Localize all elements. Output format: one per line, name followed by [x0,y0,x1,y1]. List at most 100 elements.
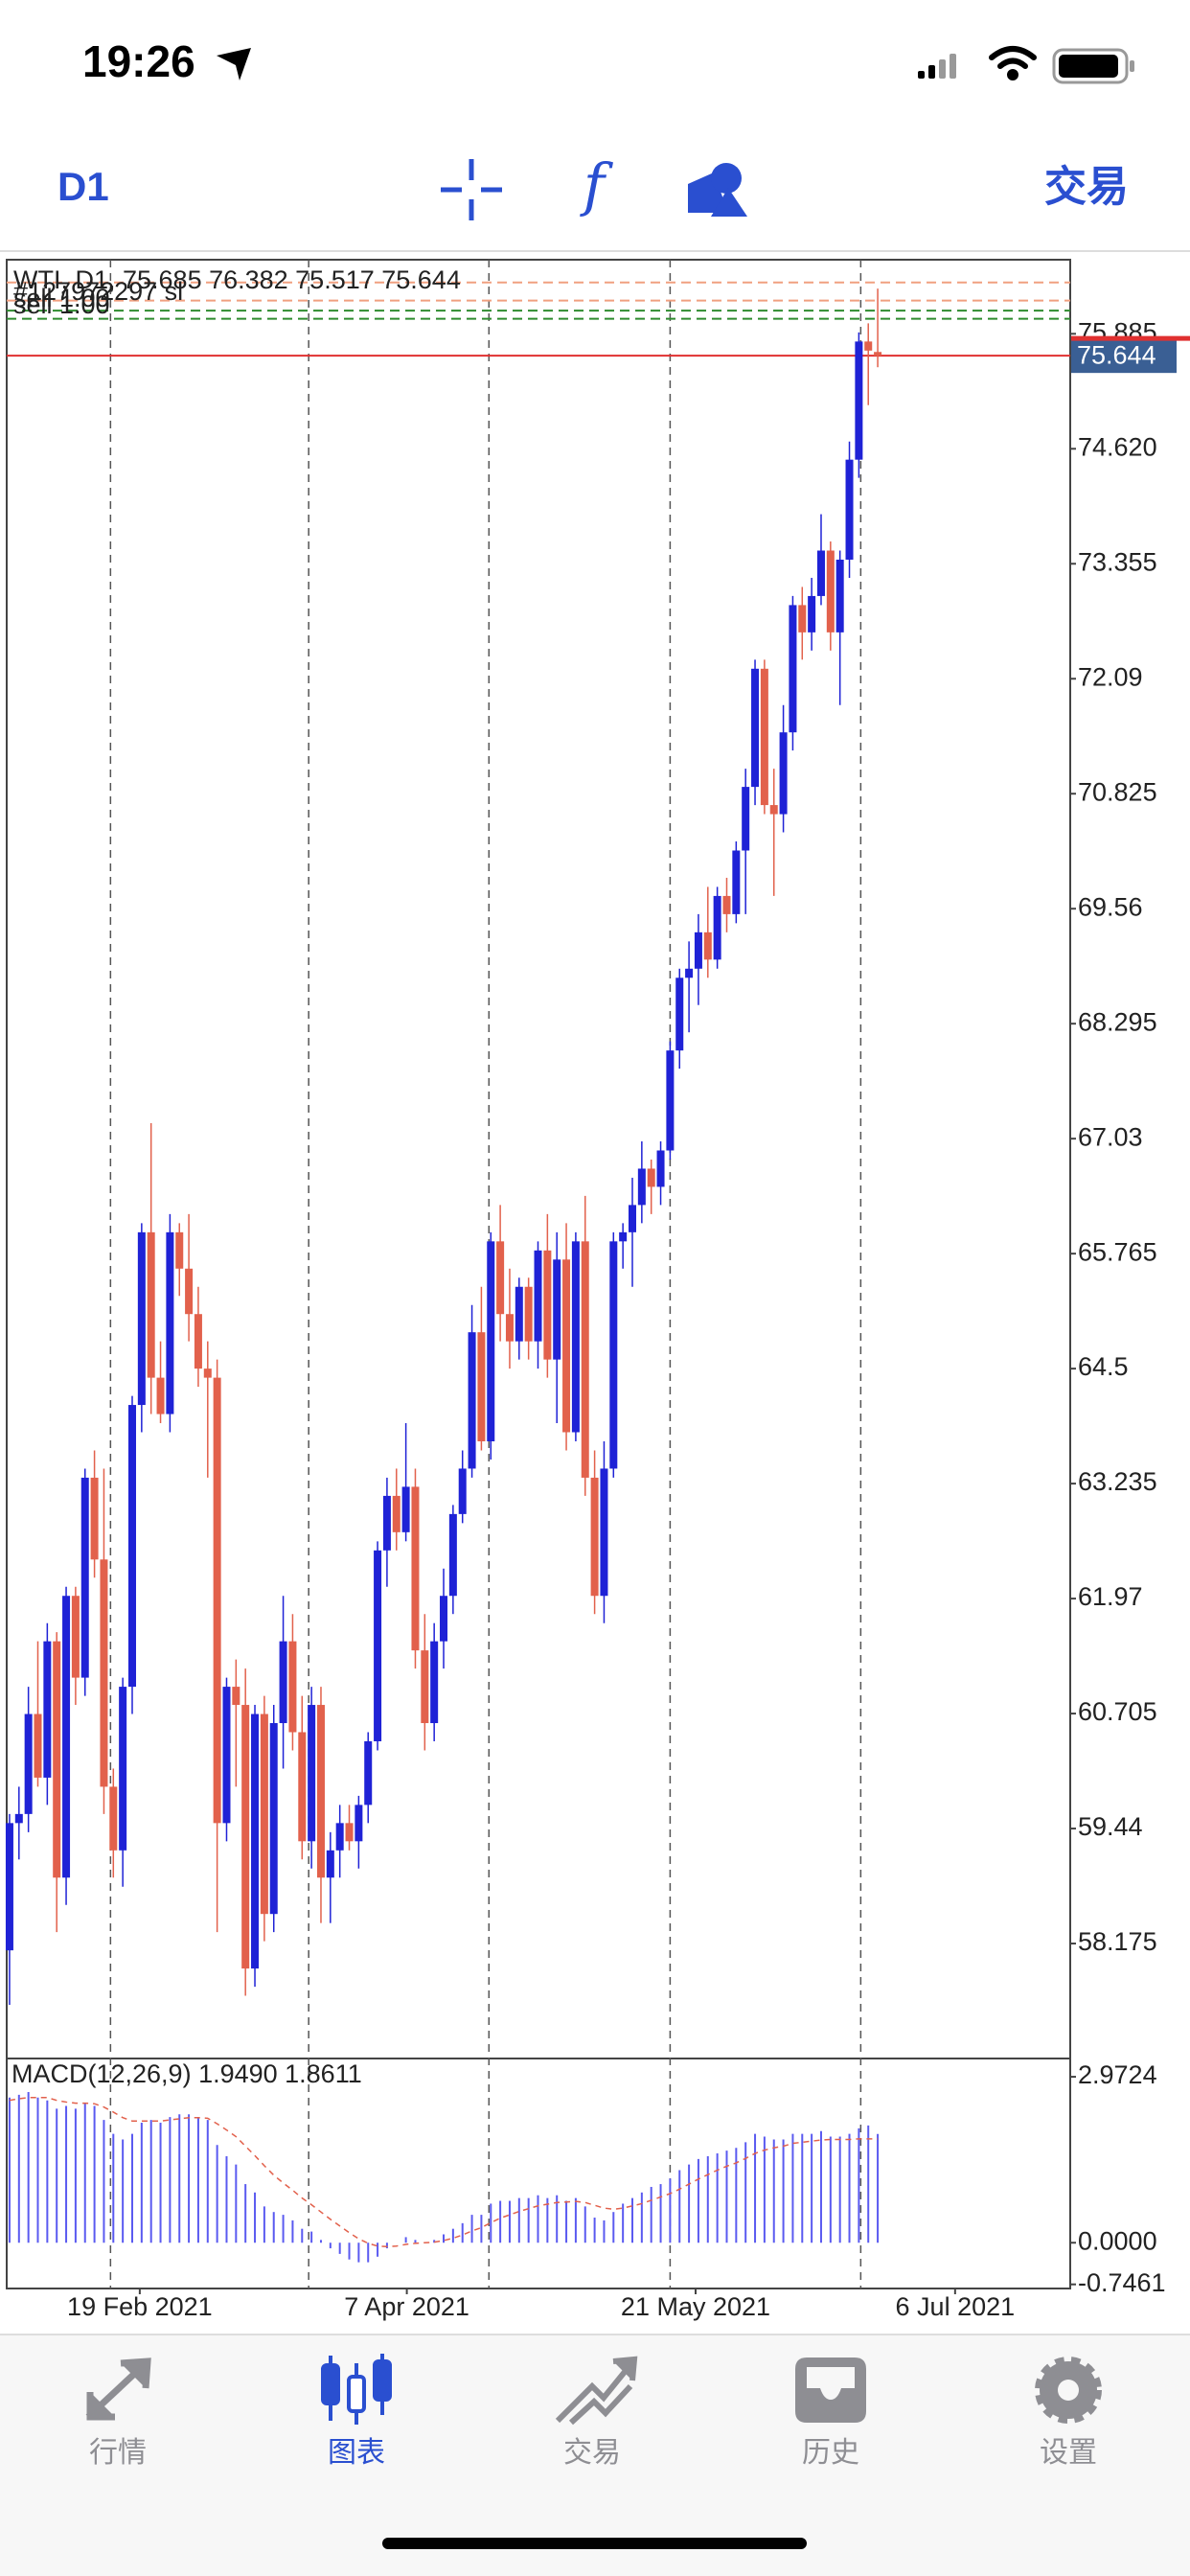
indicators-button[interactable]: f [580,152,614,219]
tab-label[interactable]: 交易 [563,2437,621,2469]
chart-tab-icon[interactable] [321,2354,392,2425]
trade-button[interactable]: 交易 [1044,164,1129,211]
candle-body [440,1596,448,1642]
tab-label[interactable]: 图表 [328,2437,385,2469]
candle-body [213,1377,221,1824]
candle-body [24,1714,33,1814]
candle-body [251,1714,260,1969]
y-tick-label: 72.09 [1078,662,1143,691]
clock: 19:26 [82,36,195,86]
timeframe-button[interactable]: D1 [57,164,109,209]
y-tick-label: 61.97 [1078,1582,1143,1611]
candle-body [855,341,863,460]
candle-body [43,1641,52,1778]
y-tick-label: 59.44 [1078,1812,1143,1841]
candle-body [382,1495,391,1551]
y-tick-label: 60.705 [1078,1697,1157,1726]
x-tick-label: 19 Feb 2021 [67,2292,213,2321]
candle-body [421,1650,429,1724]
candle-body [392,1495,400,1532]
candle-body [326,1850,334,1878]
candle-body [864,341,873,351]
objects-button[interactable] [688,163,747,217]
candle-body [496,1241,505,1315]
candle-body [127,1405,136,1688]
tab-label[interactable]: 历史 [802,2437,859,2469]
candle-body [34,1714,42,1778]
candle-body [241,1705,250,1969]
candle-body [119,1687,127,1851]
candle-body [760,668,768,806]
history-tab-icon[interactable] [795,2358,866,2423]
candle-body [90,1477,99,1560]
candle-body [316,1705,325,1878]
candle-body [288,1641,297,1733]
macd-y-tick-label: 0.0000 [1078,2226,1157,2255]
crosshair-button[interactable] [441,159,502,220]
candle-body [685,968,694,978]
candle-body [411,1486,420,1651]
candle-body [590,1477,599,1597]
y-tick-label: 73.355 [1078,547,1157,576]
candle-body [468,1332,476,1469]
candle-body [779,732,788,815]
candle-body [147,1231,155,1378]
y-tick-label: 65.765 [1078,1237,1157,1266]
candle-body [401,1486,410,1532]
wifi-icon [989,46,1037,80]
candle-body [816,550,825,596]
order-label: sell 1.00 [13,284,110,312]
candle-body [109,1786,118,1851]
candle-body [826,550,835,632]
x-tick-label: 7 Apr 2021 [344,2292,469,2321]
trade-tab-icon[interactable] [555,2356,638,2426]
candle-body [260,1714,268,1915]
settings-tab-icon[interactable] [1035,2357,1102,2424]
quotes-tab-icon[interactable] [85,2358,151,2421]
candle-body [845,459,854,560]
y-tick-label: 70.825 [1078,777,1157,806]
candle-body [175,1231,184,1269]
candle-body [562,1259,571,1433]
candle-body [222,1687,231,1824]
candle-body [80,1477,89,1678]
candle-body [835,559,844,632]
candle-body [581,1241,589,1478]
chart-area: 75.88574.62073.35572.0970.82569.5668.295… [5,259,1190,2321]
candle-body [5,1823,13,1951]
y-tick-label: 67.03 [1078,1122,1143,1151]
location-icon [217,48,251,80]
bid-tag [1071,338,1177,374]
candle-body [14,1813,23,1824]
candle-body [279,1641,287,1724]
candle-body [515,1286,523,1342]
tab-label[interactable]: 设置 [1040,2437,1097,2469]
candle-body [232,1687,240,1706]
candle-body [355,1805,363,1842]
candle-body [571,1241,580,1433]
bid-label: 75.644 [1077,340,1156,369]
candle-body [600,1468,608,1597]
candle-body [534,1250,542,1342]
candle-body [609,1241,618,1469]
candle-body [769,805,778,815]
candle-body [308,1705,316,1842]
candle-body [713,895,721,960]
candle-body [505,1314,514,1342]
candle-body [543,1250,552,1360]
candle-body [619,1231,628,1242]
macd-y-tick-label: 2.9724 [1078,2060,1157,2089]
candle-body [487,1241,495,1441]
y-tick-label: 69.56 [1078,892,1143,921]
candle-body [789,605,797,733]
x-tick-label: 21 May 2021 [621,2292,770,2321]
battery-icon [1052,48,1134,84]
candle-body [430,1641,439,1724]
candle-body [203,1368,212,1378]
candle-body [100,1559,108,1787]
tab-label[interactable]: 行情 [89,2437,147,2469]
macd-signal [9,2097,879,2248]
candle-body [53,1641,61,1878]
